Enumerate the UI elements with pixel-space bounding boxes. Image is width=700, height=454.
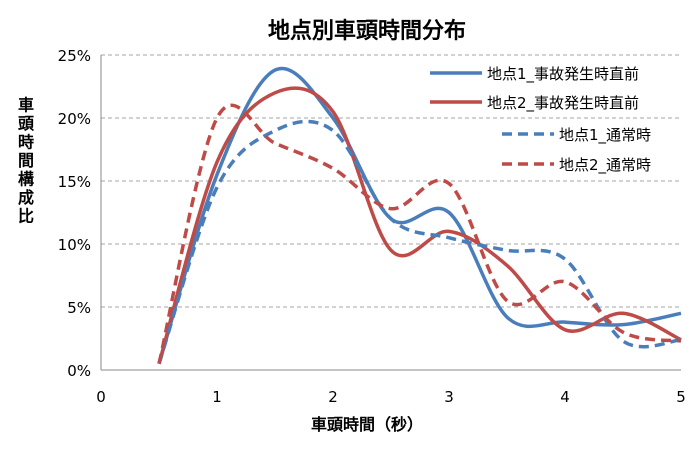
y-axis-label-char: 比 [18, 207, 34, 226]
series-line [157, 86, 682, 365]
y-axis-label-char: 車 [18, 96, 34, 115]
grid [101, 54, 681, 308]
y-axis-label-char: 時 [18, 133, 34, 152]
x-tick-label: 2 [328, 388, 338, 406]
chart-title: 地点別車頭時間分布 [268, 18, 466, 44]
x-axis-label: 車頭時間（秒） [311, 415, 423, 434]
y-tick-label: 0% [67, 362, 91, 380]
series-line [157, 119, 682, 365]
legend-label: 地点2_事故発生時直前 [487, 94, 639, 113]
y-axis-label-char: 頭 [18, 114, 35, 133]
series-line [157, 103, 682, 365]
x-tick-label: 5 [676, 388, 686, 406]
y-axis-label-char: 成 [18, 188, 34, 207]
series-lines [157, 66, 682, 365]
legend-label: 地点1_事故発生時直前 [487, 65, 639, 84]
y-tick-label: 15% [58, 173, 91, 191]
axes: 0% 5% 10% 15% 20% 25% 0 1 2 3 4 5 [58, 47, 686, 406]
x-tick-label: 3 [444, 388, 454, 406]
y-axis-label-char: 間 [18, 151, 34, 170]
y-tick-label: 25% [58, 47, 91, 65]
legend-label: 地点1_通常時 [559, 126, 651, 145]
y-tick-label: 5% [67, 299, 91, 317]
legend-label: 地点2_通常時 [559, 156, 651, 175]
x-tick-label: 4 [560, 388, 570, 406]
y-axis-label-char: 構 [18, 170, 34, 189]
y-tick-label: 20% [58, 110, 91, 128]
y-tick-label: 10% [58, 236, 91, 254]
x-tick-label: 1 [212, 388, 222, 406]
x-tick-label: 0 [96, 388, 106, 406]
